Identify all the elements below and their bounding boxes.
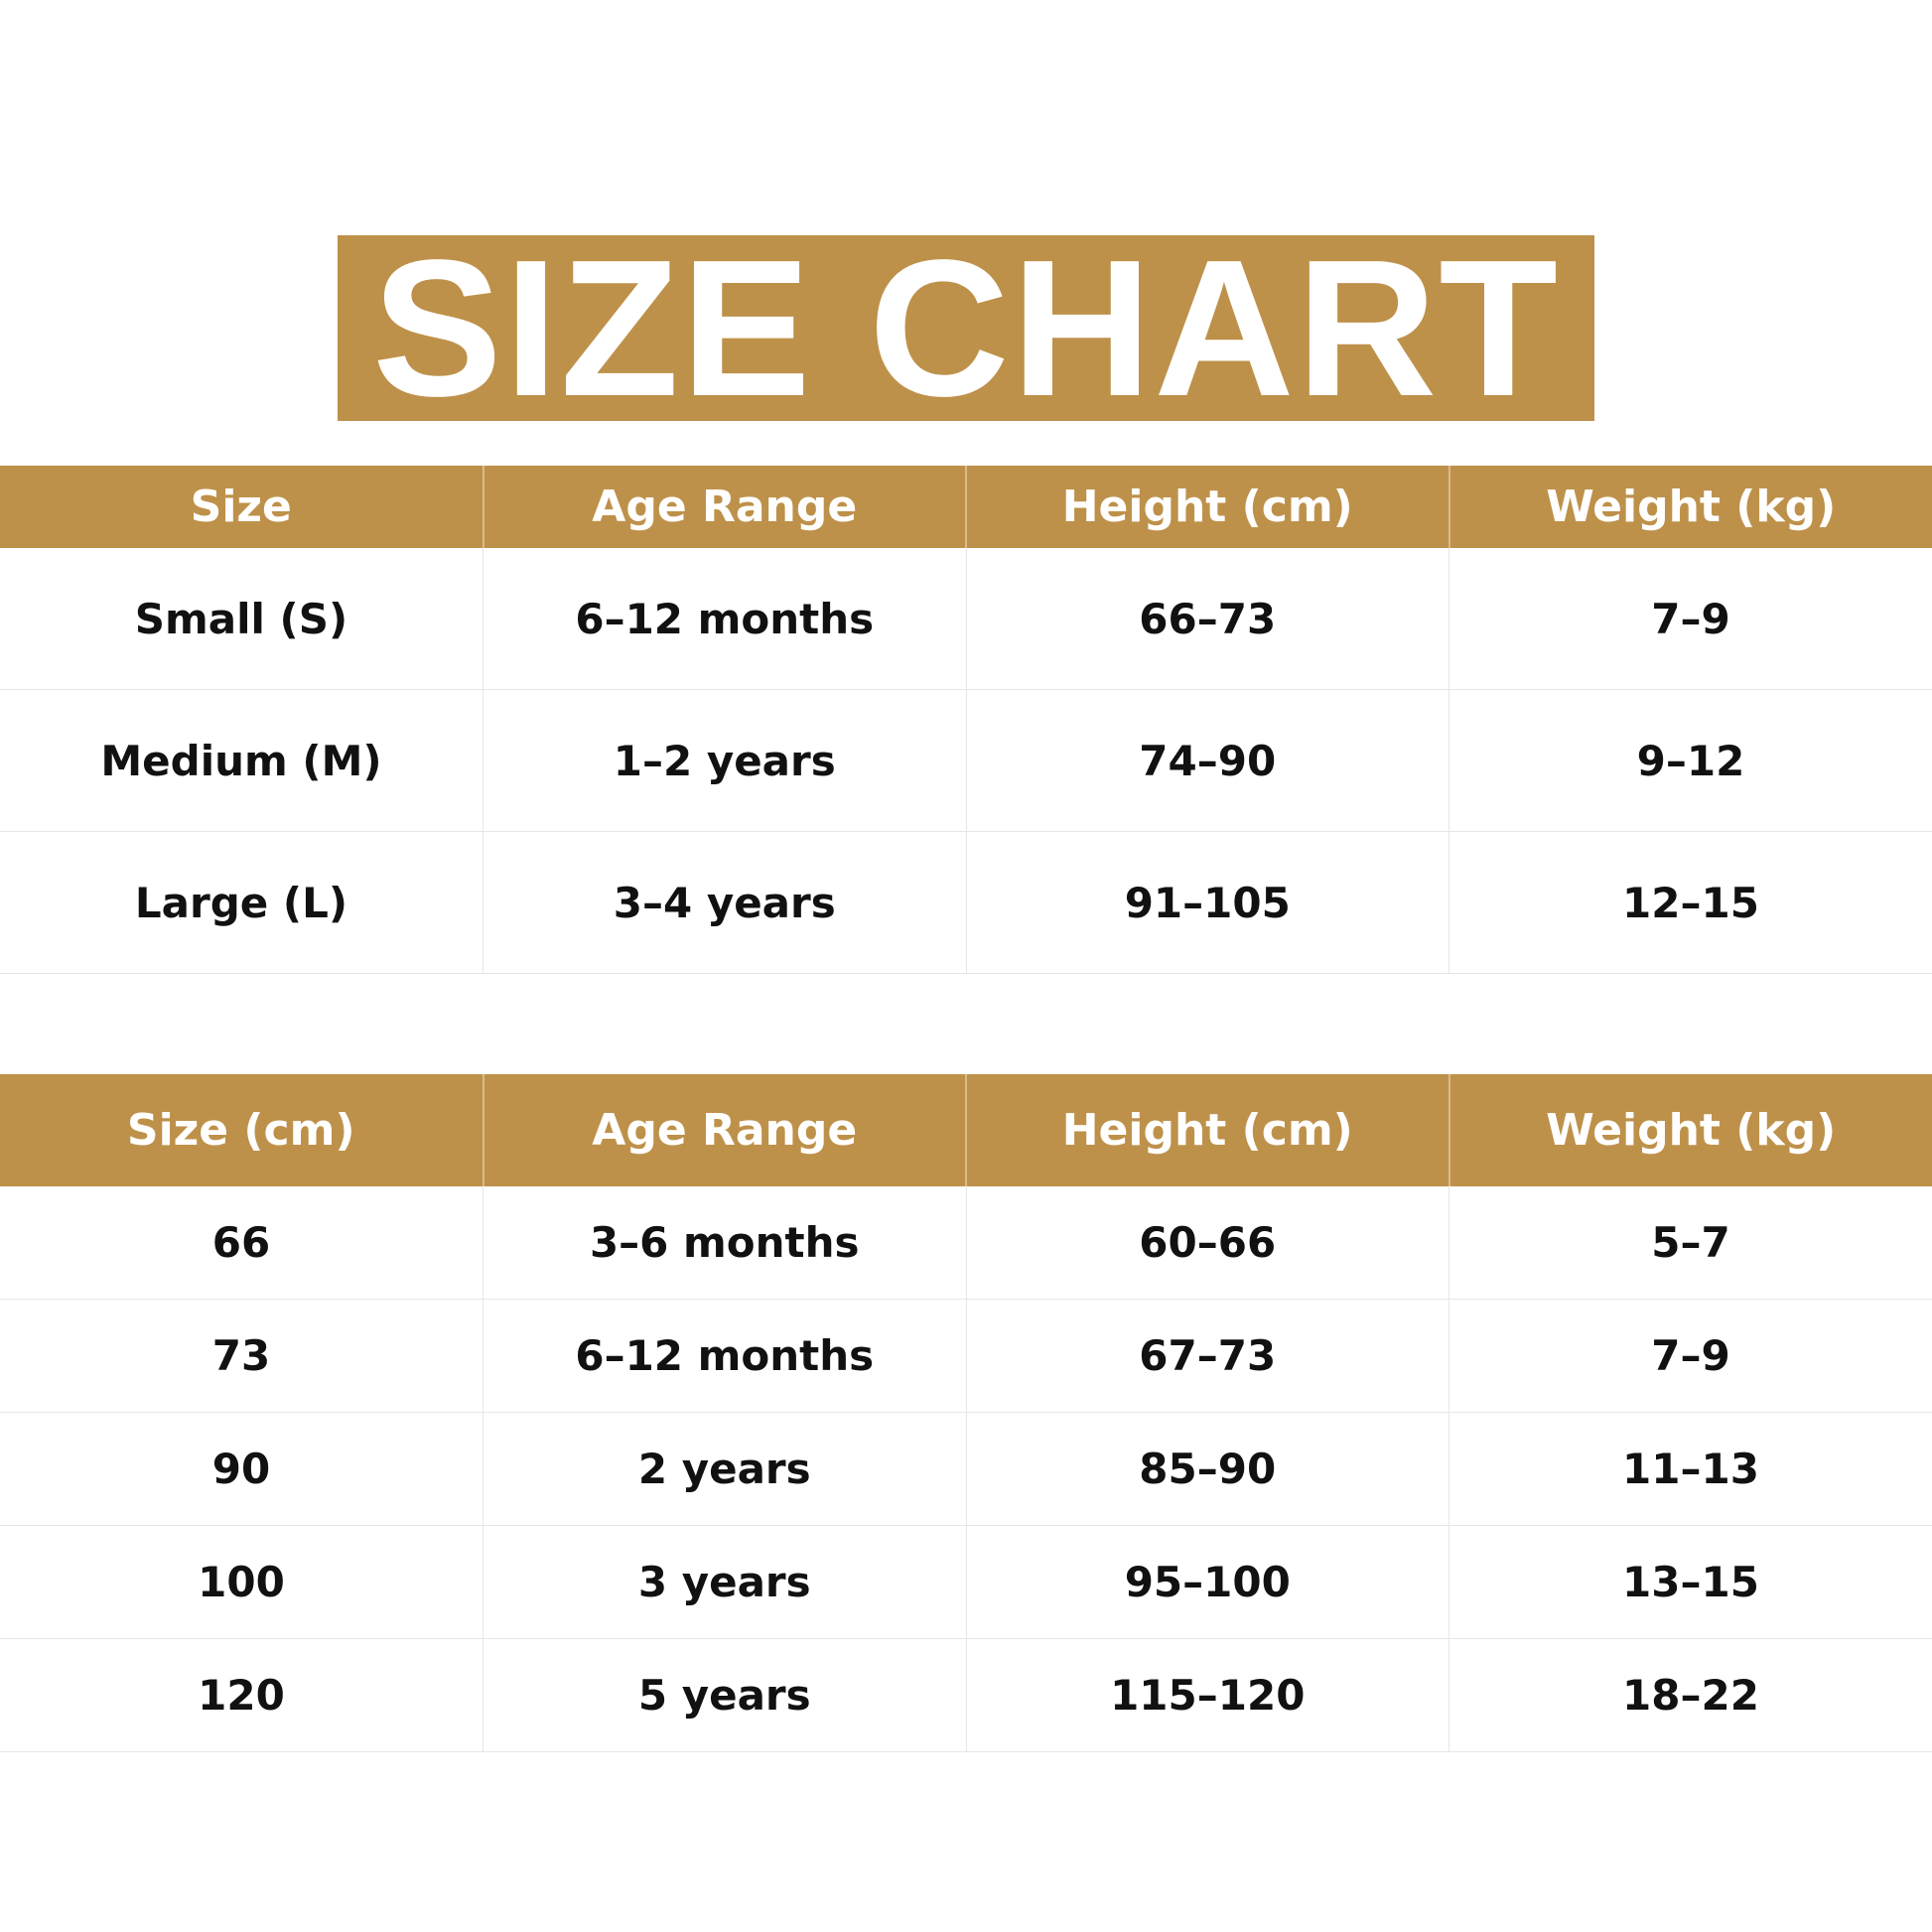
table-cell: 5 years	[483, 1638, 966, 1752]
header-cell: Size	[0, 466, 483, 548]
table-cell: 2 years	[483, 1412, 966, 1526]
table-row: Large (L) 3–4 years 91–105 12–15	[0, 831, 1932, 974]
size-table-letter: Size Age Range Height (cm) Weight (kg) S…	[0, 466, 1932, 974]
table-cell: 13–15	[1449, 1525, 1932, 1639]
table-cell: 95–100	[965, 1525, 1449, 1639]
table-cell: 7–9	[1449, 548, 1932, 690]
table-cell: 85–90	[965, 1412, 1449, 1526]
header-cell: Age Range	[482, 1074, 966, 1186]
table-cell: 67–73	[965, 1299, 1449, 1413]
header-cell: Weight (kg)	[1448, 466, 1932, 548]
table-cell: 115–120	[965, 1638, 1449, 1752]
table-cell: 73	[0, 1299, 483, 1413]
header-cell: Size (cm)	[0, 1074, 483, 1186]
table-cell: 9–12	[1449, 689, 1932, 832]
table-cell: Medium (M)	[0, 689, 483, 832]
table-cell: 60–66	[965, 1186, 1449, 1300]
table-cell: 6–12 months	[483, 548, 966, 690]
table-cell: 66–73	[965, 548, 1449, 690]
table-cell: 66	[0, 1186, 483, 1300]
table-row: 66 3–6 months 60–66 5–7	[0, 1186, 1932, 1300]
table-row: 100 3 years 95–100 13–15	[0, 1525, 1932, 1639]
size-table-cm: Size (cm) Age Range Height (cm) Weight (…	[0, 1074, 1932, 1752]
table-cell: 3 years	[483, 1525, 966, 1639]
table-cell: 1–2 years	[483, 689, 966, 832]
table-cell: 12–15	[1449, 831, 1932, 974]
header-row: Size Age Range Height (cm) Weight (kg)	[0, 466, 1932, 548]
table-row: 120 5 years 115–120 18–22	[0, 1638, 1932, 1752]
table-cell: 74–90	[965, 689, 1449, 832]
table-cell: 3–6 months	[483, 1186, 966, 1300]
table-cell: 100	[0, 1525, 483, 1639]
table-cell: 90	[0, 1412, 483, 1526]
table-row: Small (S) 6–12 months 66–73 7–9	[0, 548, 1932, 690]
header-cell: Weight (kg)	[1448, 1074, 1932, 1186]
table-cell: Small (S)	[0, 548, 483, 690]
page-title: SIZE CHART	[372, 218, 1560, 437]
table-cell: 3–4 years	[483, 831, 966, 974]
table-row: 73 6–12 months 67–73 7–9	[0, 1299, 1932, 1413]
header-cell: Height (cm)	[965, 466, 1449, 548]
table-cell: 11–13	[1449, 1412, 1932, 1526]
header-cell: Height (cm)	[965, 1074, 1449, 1186]
header-row: Size (cm) Age Range Height (cm) Weight (…	[0, 1074, 1932, 1186]
table-cell: 91–105	[965, 831, 1449, 974]
table-cell: 6–12 months	[483, 1299, 966, 1413]
table-cell: 7–9	[1449, 1299, 1932, 1413]
header-cell: Age Range	[482, 466, 966, 548]
table-cell: Large (L)	[0, 831, 483, 974]
table-row: Medium (M) 1–2 years 74–90 9–12	[0, 689, 1932, 832]
table-cell: 5–7	[1449, 1186, 1932, 1300]
table-cell: 120	[0, 1638, 483, 1752]
title-banner: SIZE CHART	[338, 230, 1594, 425]
table-row: 90 2 years 85–90 11–13	[0, 1412, 1932, 1526]
table-cell: 18–22	[1449, 1638, 1932, 1752]
